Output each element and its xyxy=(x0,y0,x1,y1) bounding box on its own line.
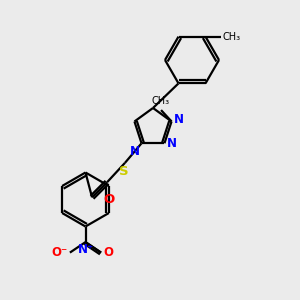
Text: O: O xyxy=(103,193,115,206)
Text: N: N xyxy=(129,145,140,158)
Text: S: S xyxy=(119,165,129,178)
Text: N⁺: N⁺ xyxy=(77,243,94,256)
Text: O⁻: O⁻ xyxy=(52,246,68,259)
Text: N: N xyxy=(174,113,184,127)
Text: N: N xyxy=(167,137,177,150)
Text: CH₃: CH₃ xyxy=(223,32,241,42)
Text: O: O xyxy=(103,246,113,259)
Text: CH₃: CH₃ xyxy=(151,96,169,106)
